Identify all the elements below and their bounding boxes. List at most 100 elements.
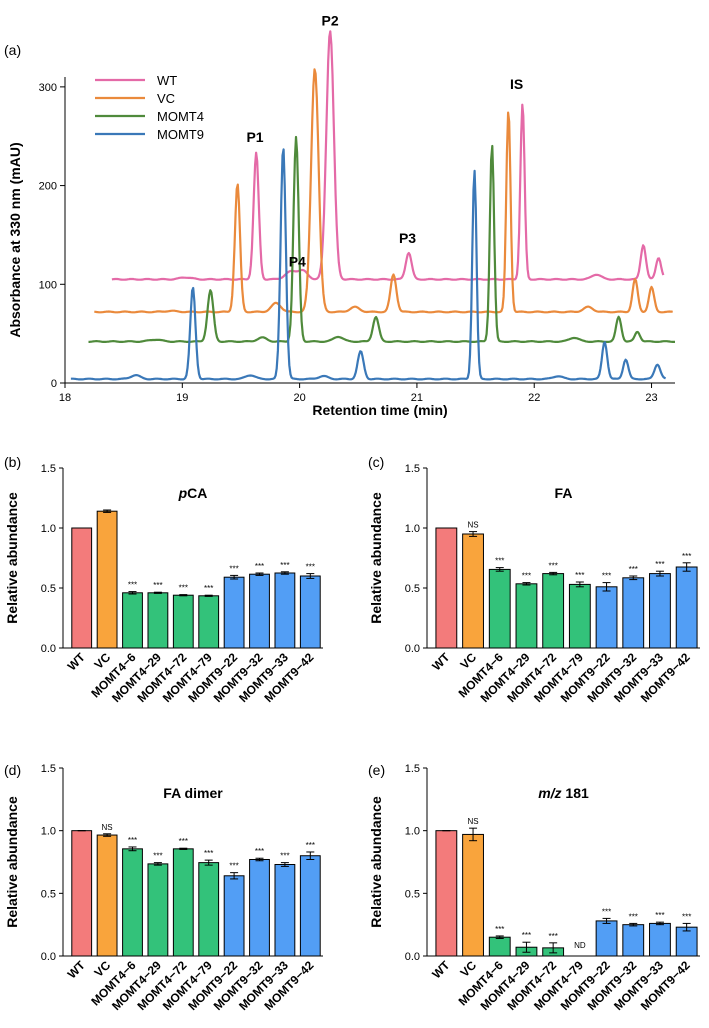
bar — [649, 573, 671, 649]
x-tick-label: 23 — [645, 392, 657, 404]
significance-label: *** — [602, 907, 611, 916]
significance-label: *** — [280, 852, 289, 861]
bar — [249, 573, 270, 649]
bar — [488, 936, 511, 957]
bar — [675, 926, 698, 957]
y-tick-label: 0.0 — [405, 643, 420, 655]
x-tick-label: 21 — [411, 392, 423, 404]
bar — [595, 586, 618, 649]
peak-label-p4: P4 — [289, 254, 306, 270]
y-tick-label: 1.0 — [405, 523, 420, 535]
y-tick-label: 0.5 — [41, 583, 56, 595]
significance-label: *** — [280, 561, 289, 570]
significance-label: *** — [229, 564, 238, 573]
significance-label: *** — [128, 581, 137, 590]
significance-label: *** — [255, 562, 264, 571]
y-tick-label: 0.0 — [405, 951, 420, 963]
bar — [435, 527, 458, 649]
category-label: WT — [429, 650, 453, 674]
y-axis-title: Relative abundance — [368, 796, 384, 928]
bar — [299, 855, 321, 957]
peak-label-p2: P2 — [322, 13, 339, 29]
significance-label: *** — [255, 847, 264, 856]
bar — [462, 533, 484, 649]
chart-title: FA — [555, 485, 573, 501]
chart-title: m/z 181 — [538, 785, 589, 801]
x-axis-title: Retention time (min) — [312, 402, 447, 418]
y-tick-label: 0.0 — [41, 643, 56, 655]
bar — [622, 577, 645, 649]
bar — [488, 568, 511, 649]
bar — [675, 566, 698, 649]
bar — [147, 592, 169, 649]
significance-label: *** — [306, 841, 315, 850]
legend-label-momt9: MOMT9 — [157, 127, 204, 142]
legend-label-wt: WT — [157, 73, 177, 88]
y-tick-label: 1.5 — [41, 763, 56, 775]
bar — [71, 527, 93, 649]
bar — [71, 830, 93, 957]
significance-label: *** — [682, 552, 691, 561]
significance-label: *** — [179, 837, 188, 846]
y-tick-label: 100 — [39, 279, 57, 291]
bar — [299, 575, 321, 649]
significance-label: *** — [602, 572, 611, 581]
significance-label: *** — [655, 911, 664, 920]
bar — [96, 510, 118, 649]
significance-label: *** — [306, 563, 315, 572]
significance-label: ND — [574, 941, 586, 950]
peak-label-p3: P3 — [399, 230, 416, 246]
bar — [622, 924, 645, 957]
legend-label-vc: VC — [157, 91, 175, 106]
significance-label: *** — [495, 925, 504, 934]
chart-title: FA dimer — [163, 785, 223, 801]
bar — [649, 922, 671, 957]
bar — [595, 920, 618, 957]
bar — [198, 862, 220, 957]
y-tick-label: 1.5 — [405, 763, 420, 775]
y-tick-label: 1.5 — [405, 463, 420, 475]
bar — [274, 864, 296, 957]
significance-label: *** — [522, 572, 531, 581]
significance-label: *** — [655, 560, 664, 569]
panel-label: (c) — [368, 454, 384, 470]
category-label: VC — [457, 650, 479, 672]
chart-title: pCA — [178, 485, 208, 501]
significance-label: *** — [229, 862, 238, 871]
peak-label-is: IS — [510, 76, 523, 92]
significance-label: *** — [629, 912, 638, 921]
bar — [198, 595, 220, 649]
y-tick-label: 0.5 — [405, 583, 420, 595]
y-tick-label: 0.0 — [41, 951, 56, 963]
x-tick-label: 19 — [176, 392, 188, 404]
x-tick-label: 22 — [528, 392, 540, 404]
peak-label-p1: P1 — [246, 129, 263, 145]
bar — [223, 576, 245, 649]
significance-label: NS — [467, 521, 478, 530]
bar-panel-4: (e) m/z 181 0.0 0.5 1.0 1.5 Relative abundance… — [368, 762, 700, 1013]
y-tick-label: 0.5 — [41, 888, 56, 900]
y-tick-label: 1.0 — [41, 826, 56, 838]
panel-label: (b) — [4, 454, 21, 470]
legend-label-momt4: MOMT4 — [157, 109, 204, 124]
significance-label: *** — [629, 565, 638, 574]
significance-label: *** — [204, 849, 213, 858]
series-line-momt9 — [70, 148, 667, 381]
series-line-momt4 — [88, 135, 676, 343]
y-tick-label: 200 — [39, 181, 57, 193]
y-tick-label: 0 — [51, 378, 57, 390]
bar — [122, 592, 143, 649]
chromatogram-panel: (a) 0 100 200 300 18 19 20 21 22 23 Retention time … — [4, 13, 676, 418]
category-label: WT — [65, 650, 89, 674]
bar — [122, 848, 143, 957]
y-tick-label: 1.0 — [41, 523, 56, 535]
significance-label: *** — [495, 557, 504, 566]
panel-label: (e) — [368, 762, 385, 778]
bar — [462, 833, 484, 957]
bar — [515, 583, 538, 649]
bar — [147, 863, 169, 957]
y-axis-title: Absorbance at 330 nm (mAU) — [7, 142, 23, 337]
bar — [568, 583, 591, 649]
